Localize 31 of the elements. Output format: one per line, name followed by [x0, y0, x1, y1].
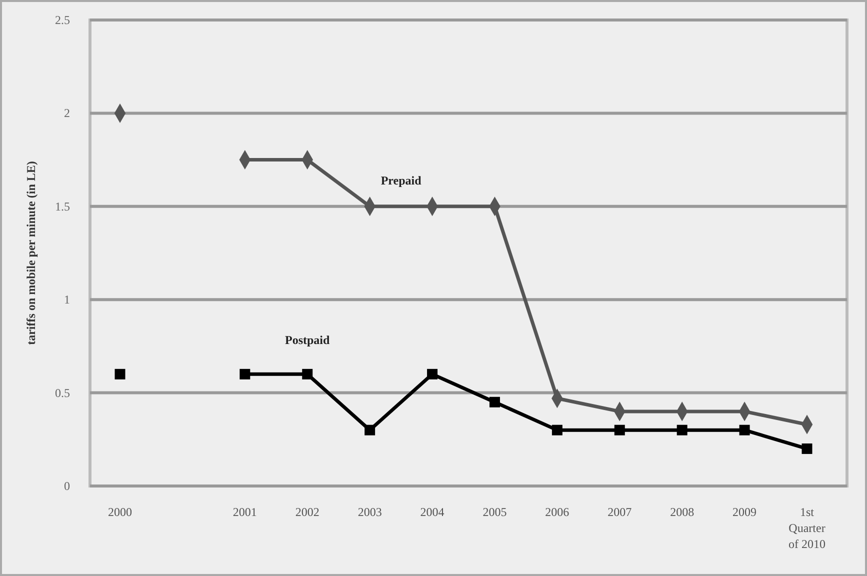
y-tick-label: 1.5: [55, 199, 70, 214]
point: [489, 396, 500, 408]
point: [114, 368, 126, 380]
x-tick-label: 2007: [608, 505, 632, 519]
x-tick-label: 2006: [545, 505, 570, 519]
point: [552, 424, 562, 436]
x-tick-label: 2005: [482, 505, 507, 519]
x-tick-label: 2008: [670, 505, 694, 519]
point: [676, 424, 688, 436]
y-tick-label: 2.5: [55, 13, 70, 27]
y-tick-label: 1: [64, 292, 70, 307]
point: [364, 424, 376, 436]
point: [240, 368, 250, 380]
point: [614, 424, 625, 436]
point: [802, 443, 812, 454]
y-tick-label: 0: [64, 479, 70, 493]
x-tick-label: 1st Quarter of 2010: [788, 505, 826, 551]
x-tick-label: 2001: [232, 505, 257, 519]
y-axis-title: tariffs on mobile per minute (in LE): [24, 161, 38, 345]
y-tick-label: 2: [64, 106, 70, 120]
series-label: Prepaid: [380, 173, 422, 188]
y-tick-label: 0.5: [55, 386, 70, 400]
point: [427, 368, 438, 380]
x-tick-label: 2004: [420, 505, 444, 519]
x-tick-label: 2009: [732, 505, 757, 519]
x-tick-label: 2003: [358, 505, 382, 519]
text: Postpaid: [285, 333, 330, 348]
point: [739, 424, 750, 436]
x-tick-label: 2002: [295, 505, 320, 519]
x-tick-label: 2000: [108, 505, 132, 519]
point: [302, 368, 313, 380]
